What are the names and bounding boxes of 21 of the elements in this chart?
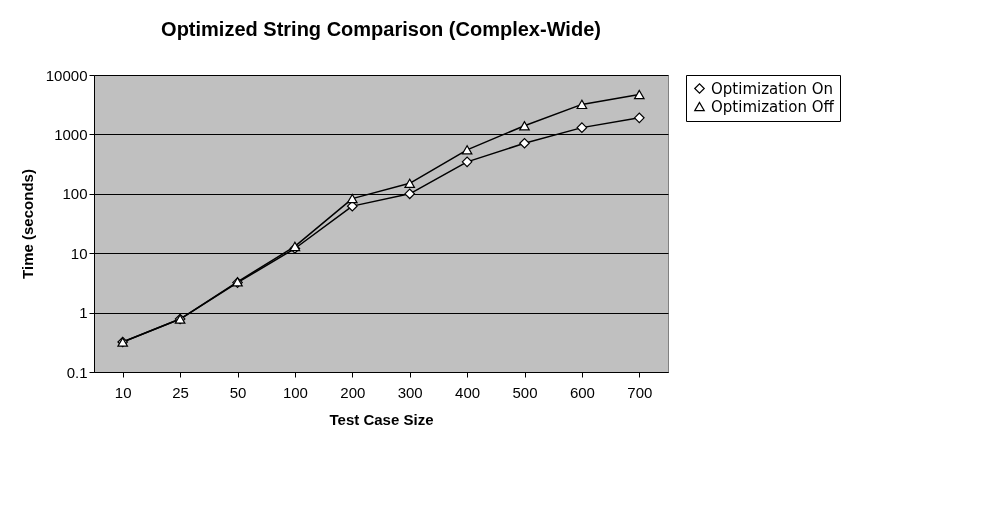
- x-tick-label: 100: [282, 383, 308, 401]
- y-tick-label: 0.1: [66, 363, 88, 381]
- x-tick-label: 700: [627, 383, 653, 401]
- chart-title: Optimized String Comparison (Complex-Wide): [161, 18, 601, 40]
- y-tick-label: 10000: [45, 66, 88, 84]
- x-tick-label: 25: [172, 383, 189, 401]
- x-tick-label: 50: [229, 383, 247, 401]
- y-axis-title: Time (seconds): [18, 169, 36, 279]
- legend-label: Optimization Off: [711, 97, 835, 116]
- y-tick-label: 10: [70, 244, 88, 262]
- x-axis-title: Test Case Size: [329, 410, 434, 428]
- y-tick-label: 1000: [54, 125, 88, 143]
- x-tick-label: 500: [512, 383, 538, 401]
- y-tick-label: 1: [79, 304, 88, 322]
- x-tick-label: 10: [114, 383, 132, 401]
- y-tick-label: 100: [62, 185, 88, 203]
- x-tick-label: 200: [340, 383, 366, 401]
- x-tick-label: 400: [455, 383, 481, 401]
- x-tick-label: 300: [397, 383, 423, 401]
- legend-label: Optimization On: [711, 79, 834, 98]
- x-tick-label: 600: [569, 383, 595, 401]
